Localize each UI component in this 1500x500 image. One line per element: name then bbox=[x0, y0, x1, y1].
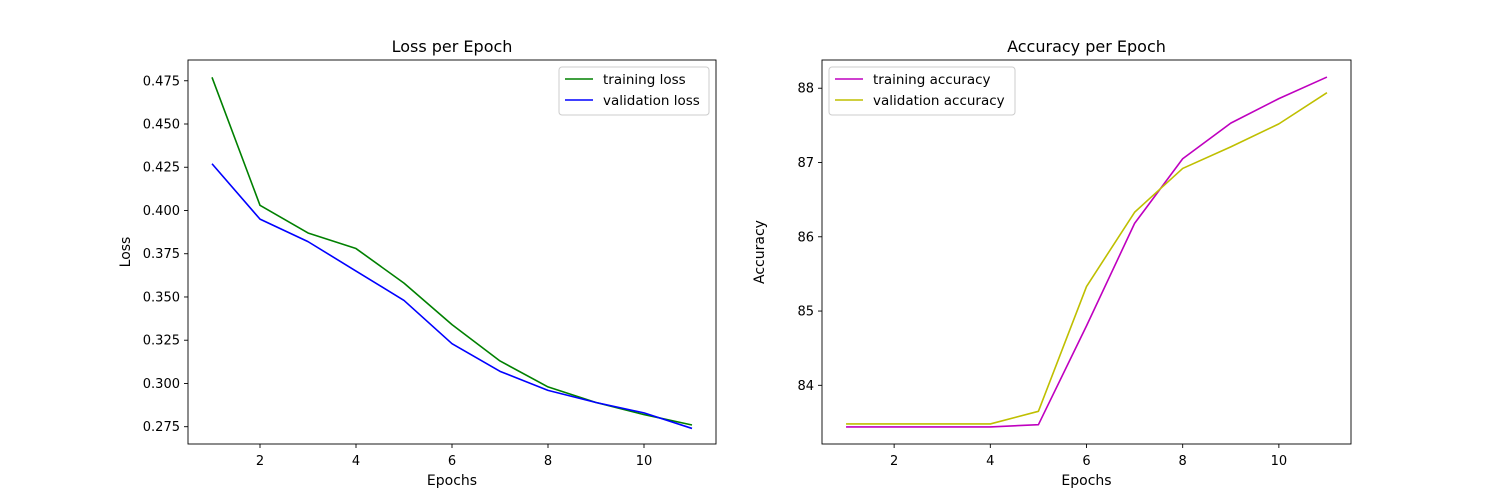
loss-x-tick-label: 4 bbox=[352, 454, 360, 469]
accuracy-y-tick-label: 84 bbox=[797, 379, 814, 394]
accuracy-series-line-1 bbox=[846, 92, 1328, 425]
loss-y-tick-label: 0.350 bbox=[143, 290, 180, 305]
loss-x-tick-label: 8 bbox=[544, 454, 552, 469]
loss-y-tick-label: 0.475 bbox=[143, 74, 180, 89]
loss-legend: training loss validation loss bbox=[558, 66, 710, 116]
accuracy-legend-label-0: training accuracy bbox=[873, 72, 991, 88]
accuracy-x-axis-label: Epochs bbox=[1061, 473, 1111, 489]
loss-y-tick-label: 0.450 bbox=[143, 118, 180, 133]
loss-chart: Loss per Epoch Epochs Loss 2 4 6 8 10 0.275 0.… bbox=[118, 37, 717, 489]
accuracy-x-tick-label: 10 bbox=[1271, 454, 1288, 469]
accuracy-chart-title: Accuracy per Epoch bbox=[1007, 37, 1166, 56]
accuracy-y-tick-label: 88 bbox=[797, 82, 814, 97]
loss-y-axis-label: Loss bbox=[118, 237, 134, 268]
accuracy-series-line-0 bbox=[846, 76, 1328, 428]
loss-x-tick-label: 10 bbox=[636, 454, 653, 469]
accuracy-legend-label-1: validation accuracy bbox=[873, 93, 1005, 109]
loss-legend-box bbox=[558, 66, 710, 116]
loss-y-tick-label: 0.375 bbox=[143, 247, 180, 262]
loss-x-axis-label: Epochs bbox=[427, 473, 477, 489]
loss-x-tick-label: 2 bbox=[256, 454, 264, 469]
accuracy-x-tick-label: 8 bbox=[1179, 454, 1187, 469]
loss-chart-title: Loss per Epoch bbox=[392, 37, 513, 56]
loss-y-tick-label: 0.325 bbox=[143, 334, 180, 349]
loss-y-tick-label: 0.300 bbox=[143, 377, 180, 392]
accuracy-y-tick-label: 85 bbox=[797, 305, 814, 320]
accuracy-x-tick-label: 2 bbox=[890, 454, 898, 469]
accuracy-y-tick-label: 86 bbox=[797, 230, 814, 245]
accuracy-x-tick-label: 6 bbox=[1082, 454, 1090, 469]
accuracy-legend: training accuracy validation accuracy bbox=[828, 66, 1016, 116]
loss-x-tick-label: 6 bbox=[448, 454, 456, 469]
loss-y-tick-label: 0.425 bbox=[143, 161, 180, 176]
loss-legend-label-1: validation loss bbox=[603, 93, 700, 109]
loss-series-line-1 bbox=[211, 163, 693, 430]
loss-y-tick-label: 0.275 bbox=[143, 420, 180, 435]
loss-legend-label-0: training loss bbox=[603, 72, 686, 88]
accuracy-x-tick-label: 4 bbox=[986, 454, 994, 469]
accuracy-y-axis-label: Accuracy bbox=[752, 220, 768, 284]
loss-y-tick-label: 0.400 bbox=[143, 204, 180, 219]
accuracy-chart: Accuracy per Epoch Epochs Accuracy 2 4 6 8 1… bbox=[752, 37, 1352, 489]
accuracy-legend-box bbox=[828, 66, 1016, 116]
accuracy-y-tick-label: 87 bbox=[797, 156, 814, 171]
